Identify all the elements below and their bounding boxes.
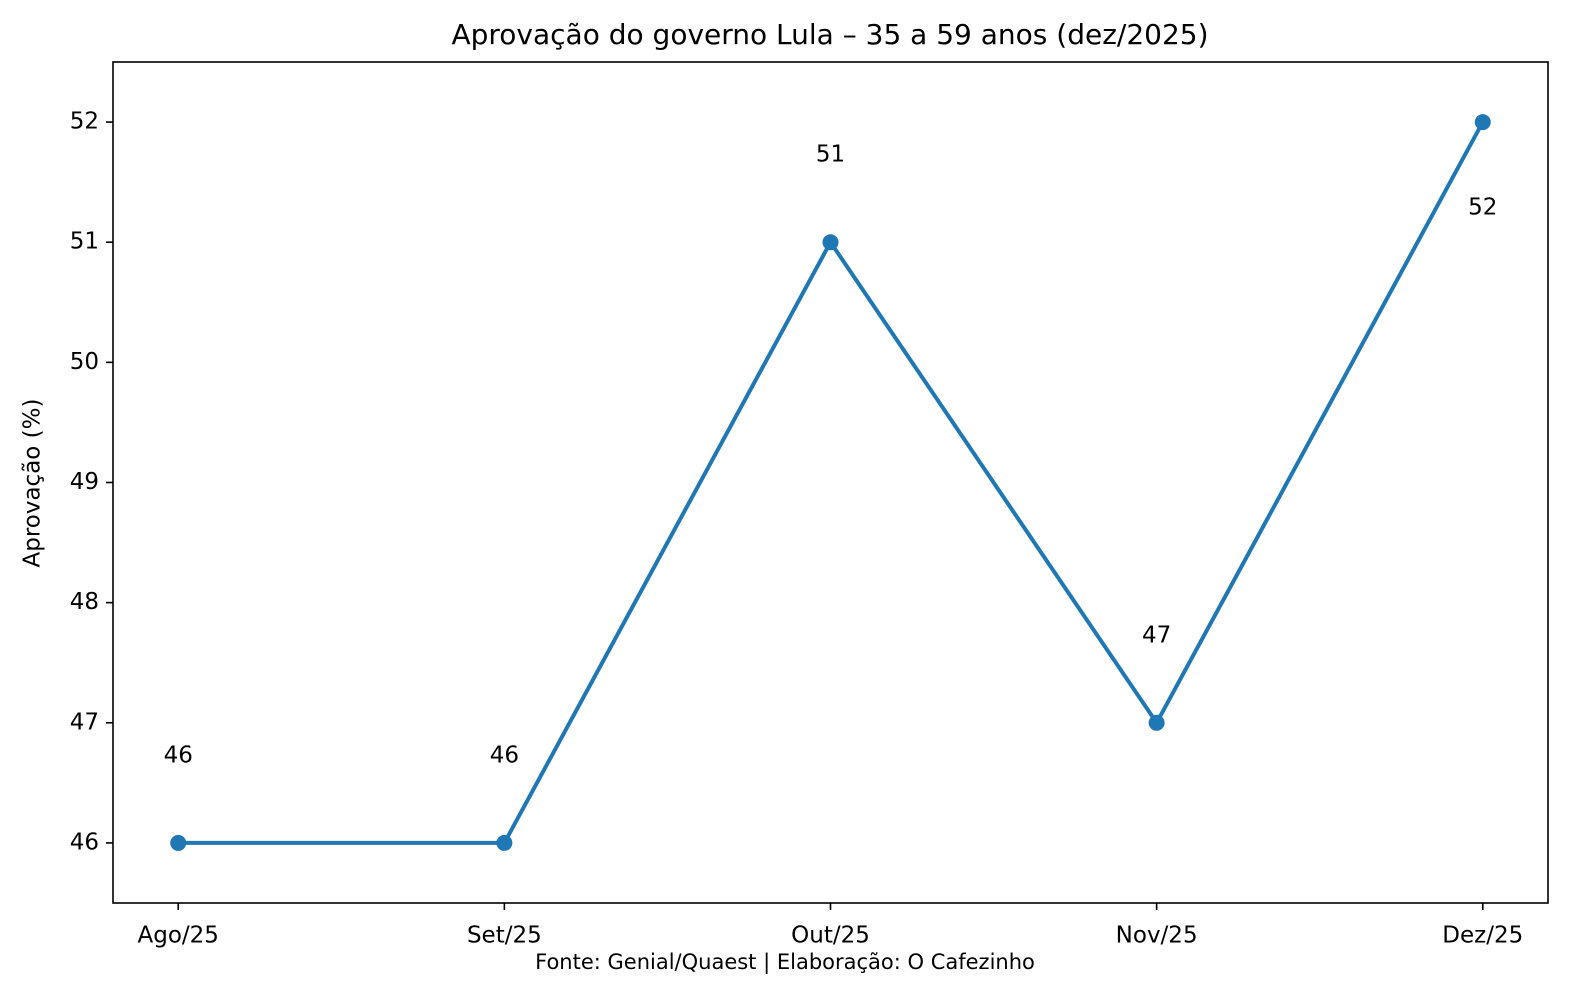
marker (170, 834, 187, 851)
chart-title: Aprovação do governo Lula – 35 a 59 anos… (451, 18, 1208, 51)
data-label: 51 (816, 142, 845, 168)
x-tick-label: Out/25 (791, 923, 870, 949)
y-tick-label: 49 (70, 469, 99, 495)
x-tick-label: Ago/25 (138, 923, 219, 949)
y-axis-label: Aprovação (%) (20, 399, 46, 568)
marker (1474, 114, 1491, 131)
x-tick-label: Nov/25 (1116, 923, 1198, 949)
data-label: 46 (490, 742, 519, 768)
x-tick-label: Dez/25 (1442, 923, 1523, 949)
y-tick-label: 51 (70, 229, 99, 255)
marker (1148, 714, 1165, 731)
axes-frame (112, 61, 1549, 904)
data-label: 52 (1468, 195, 1497, 221)
marker (496, 834, 513, 851)
y-tick-label: 47 (70, 709, 99, 735)
y-tick-label: 46 (70, 829, 99, 855)
y-tick-label: 52 (70, 109, 99, 135)
footnote: Fonte: Genial/Quaest | Elaboração: O Caf… (535, 950, 1035, 975)
data-label: 47 (1142, 622, 1171, 648)
x-tick-label: Set/25 (467, 923, 542, 949)
y-tick-label: 50 (70, 349, 99, 375)
data-label: 46 (164, 742, 193, 768)
line (178, 121, 1485, 845)
marker (822, 234, 839, 251)
y-tick-label: 48 (70, 589, 99, 615)
